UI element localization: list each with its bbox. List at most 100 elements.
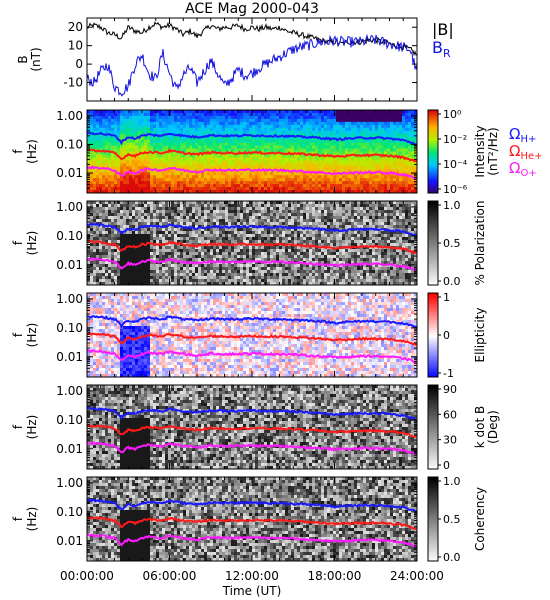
heatmap-cell	[405, 142, 409, 146]
heatmap-cell	[243, 210, 247, 214]
heatmap-cell	[249, 234, 253, 238]
heatmap-cell	[384, 115, 388, 120]
heatmap-cell	[228, 190, 232, 194]
heatmap-cell	[360, 187, 364, 191]
heatmap-cell	[162, 110, 166, 114]
heatmap-cell	[405, 115, 409, 120]
heatmap-cell	[243, 204, 247, 208]
heatmap-cell	[111, 136, 115, 141]
heatmap-cell	[180, 151, 184, 155]
heatmap-cell	[279, 184, 283, 188]
heatmap-cell	[267, 163, 271, 167]
heatmap-cell	[228, 273, 232, 277]
heatmap-cell	[381, 130, 385, 135]
heatmap-cell	[228, 255, 232, 259]
heatmap-cell	[267, 136, 271, 141]
heatmap-cell	[258, 219, 262, 223]
heatmap-cell	[216, 118, 220, 123]
heatmap-cell	[138, 252, 142, 256]
heatmap-cell	[114, 175, 118, 179]
heatmap-cell	[99, 276, 103, 280]
heatmap-cell	[234, 130, 238, 135]
heatmap-cell	[162, 127, 166, 132]
heatmap-cell	[267, 145, 271, 149]
heatmap-cell	[114, 124, 118, 129]
heatmap-cell	[270, 201, 274, 205]
heatmap-cell	[240, 124, 244, 129]
heatmap-cell	[177, 157, 181, 161]
heatmap-cell	[324, 187, 328, 191]
heatmap-cell	[240, 228, 244, 232]
heatmap-cell	[132, 187, 136, 191]
heatmap-cell	[126, 219, 130, 223]
heatmap-cell	[252, 261, 256, 265]
heatmap-cell	[234, 255, 238, 259]
heatmap-cell	[96, 190, 100, 194]
heatmap-cell	[300, 175, 304, 179]
heatmap-cell	[189, 130, 193, 135]
heatmap-cell	[399, 175, 403, 179]
heatmap-cell	[165, 270, 169, 274]
heatmap-cell	[207, 267, 211, 271]
heatmap-cell	[384, 112, 388, 117]
heatmap-cell	[216, 204, 220, 208]
heatmap-cell	[303, 160, 307, 164]
heatmap-cell	[366, 139, 370, 143]
heatmap-cell	[318, 160, 322, 164]
heatmap-cell	[207, 279, 211, 283]
heatmap-cell	[144, 175, 148, 179]
heatmap-cell	[255, 252, 259, 256]
colorbar-step	[428, 112, 438, 115]
heatmap-cell	[168, 130, 172, 135]
heatmap-cell	[351, 178, 355, 182]
heatmap-cell	[114, 264, 118, 268]
heatmap-cell	[315, 151, 319, 155]
heatmap-cell	[264, 219, 268, 223]
heatmap-cell	[168, 225, 172, 229]
heatmap-cell	[357, 127, 361, 132]
heatmap-cell	[279, 142, 283, 146]
heatmap-cell	[282, 142, 286, 146]
heatmap-cell	[195, 204, 199, 208]
heatmap-cell	[87, 127, 91, 132]
heatmap-cell	[285, 112, 289, 117]
heatmap-cell	[201, 207, 205, 211]
heatmap-cell	[111, 178, 115, 182]
heatmap-cell	[111, 216, 115, 220]
heatmap-cell	[129, 201, 133, 205]
heatmap-cell	[330, 181, 334, 185]
heatmap-cell	[105, 169, 109, 173]
heatmap-cell	[174, 207, 178, 211]
heatmap-cell	[114, 276, 118, 280]
heatmap-cell	[111, 261, 115, 265]
heatmap-cell	[237, 267, 241, 271]
heatmap-cell	[297, 148, 301, 152]
heatmap-cell	[252, 136, 256, 141]
heatmap-cell	[393, 184, 397, 188]
heatmap-cell	[180, 160, 184, 164]
heatmap-cell	[123, 139, 127, 143]
heatmap-cell	[138, 276, 142, 280]
heatmap-cell	[126, 148, 130, 152]
heatmap-cell	[117, 252, 121, 256]
heatmap-cell	[258, 163, 262, 167]
heatmap-cell	[198, 115, 202, 120]
heatmap-cell	[339, 145, 343, 149]
heatmap-cell	[381, 166, 385, 170]
heatmap-cell	[396, 130, 400, 135]
heatmap-cell	[168, 142, 172, 146]
heatmap-cell	[243, 258, 247, 262]
heatmap-cell	[186, 267, 190, 271]
heatmap-cell	[252, 249, 256, 253]
heatmap-cell	[240, 163, 244, 167]
heatmap-cell	[177, 261, 181, 265]
heatmap-cell	[204, 178, 208, 182]
heatmap-cell	[357, 110, 361, 114]
heatmap-cell	[219, 130, 223, 135]
heatmap-cell	[234, 187, 238, 191]
heatmap-cell	[234, 276, 238, 280]
heatmap-cell	[216, 222, 220, 226]
heatmap-cell	[336, 163, 340, 167]
heatmap-cell	[414, 184, 418, 188]
heatmap-cell	[186, 163, 190, 167]
